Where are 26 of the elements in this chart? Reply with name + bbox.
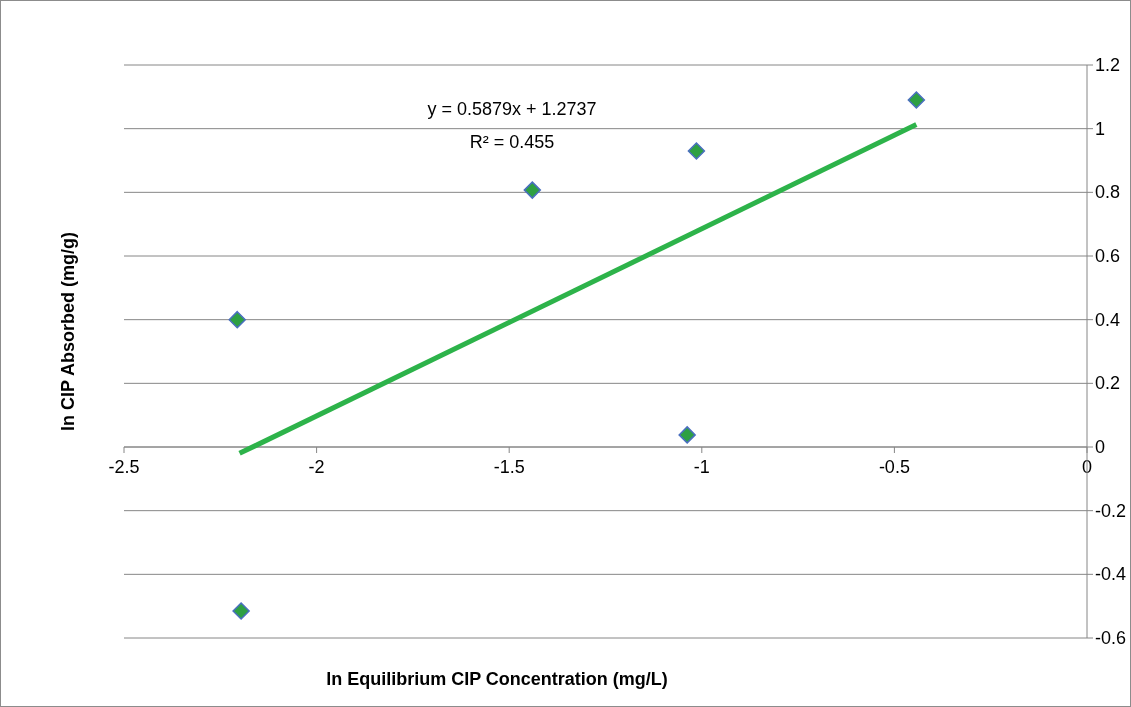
point [228, 310, 246, 329]
y-tick-label: 1.2 [1095, 55, 1121, 75]
y-tick-label: -0.2 [1095, 500, 1127, 521]
y-axis-title: ln CIP Absorbed (mg/g) [58, 231, 78, 432]
y-tick-label: 0.2 [1095, 373, 1121, 394]
y-tick-label: 0.4 [1095, 309, 1121, 330]
y-tick-label: -0.4 [1095, 564, 1127, 585]
point [523, 181, 542, 199]
annotation: R² = 0.455 [469, 132, 555, 152]
x-tick-label: -2.5 [108, 457, 140, 477]
y-tick-label: 0.6 [1095, 246, 1121, 266]
point [678, 426, 696, 444]
y-tick-label: -0.6 [1095, 628, 1127, 648]
x-tick-label: 0 [1081, 457, 1093, 477]
x-tick-label: -2 [308, 457, 325, 477]
x-tick-label: -0.5 [878, 457, 910, 477]
y-tick-label: 0.8 [1095, 182, 1121, 203]
annotation: y = 0.5879x + 1.2737 [427, 99, 597, 119]
y-tick-label: 1 [1095, 118, 1106, 139]
point [687, 142, 706, 160]
point [232, 602, 250, 620]
x-tick-label: -1.5 [493, 457, 525, 477]
x-tick-label: -1 [693, 457, 710, 477]
x-axis-title: ln Equilibrium CIP Concentration (mg/L) [326, 669, 668, 689]
point [907, 91, 926, 109]
y-tick-label: 0 [1095, 437, 1106, 457]
